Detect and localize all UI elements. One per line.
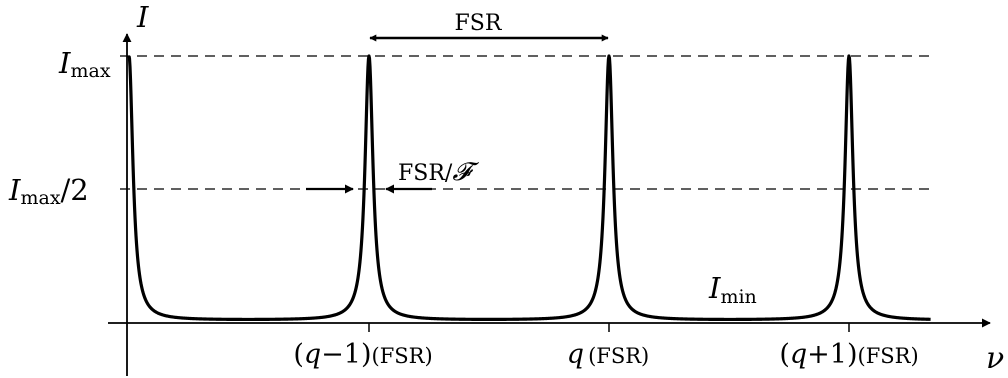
tick-label-q-plus-1: (q+1)(FSR) [779,339,918,370]
half-max-level-label: Imax/2 [8,173,89,209]
tick-label-q: q (FSR) [567,339,649,370]
tick-label-q-minus-1: (q−1)(FSR) [293,339,432,370]
linewidth-label: FSR/𝓕 [398,157,479,186]
frequency-axis-label: ν [986,341,1004,376]
fsr-label: FSR [455,11,503,36]
finesse-symbol: 𝓕 [452,157,479,186]
intensity-axis-label: I [136,0,149,34]
max-level-label: Imax [58,46,111,82]
transmission-curve [127,54,932,322]
min-level-label: Imin [708,271,757,308]
